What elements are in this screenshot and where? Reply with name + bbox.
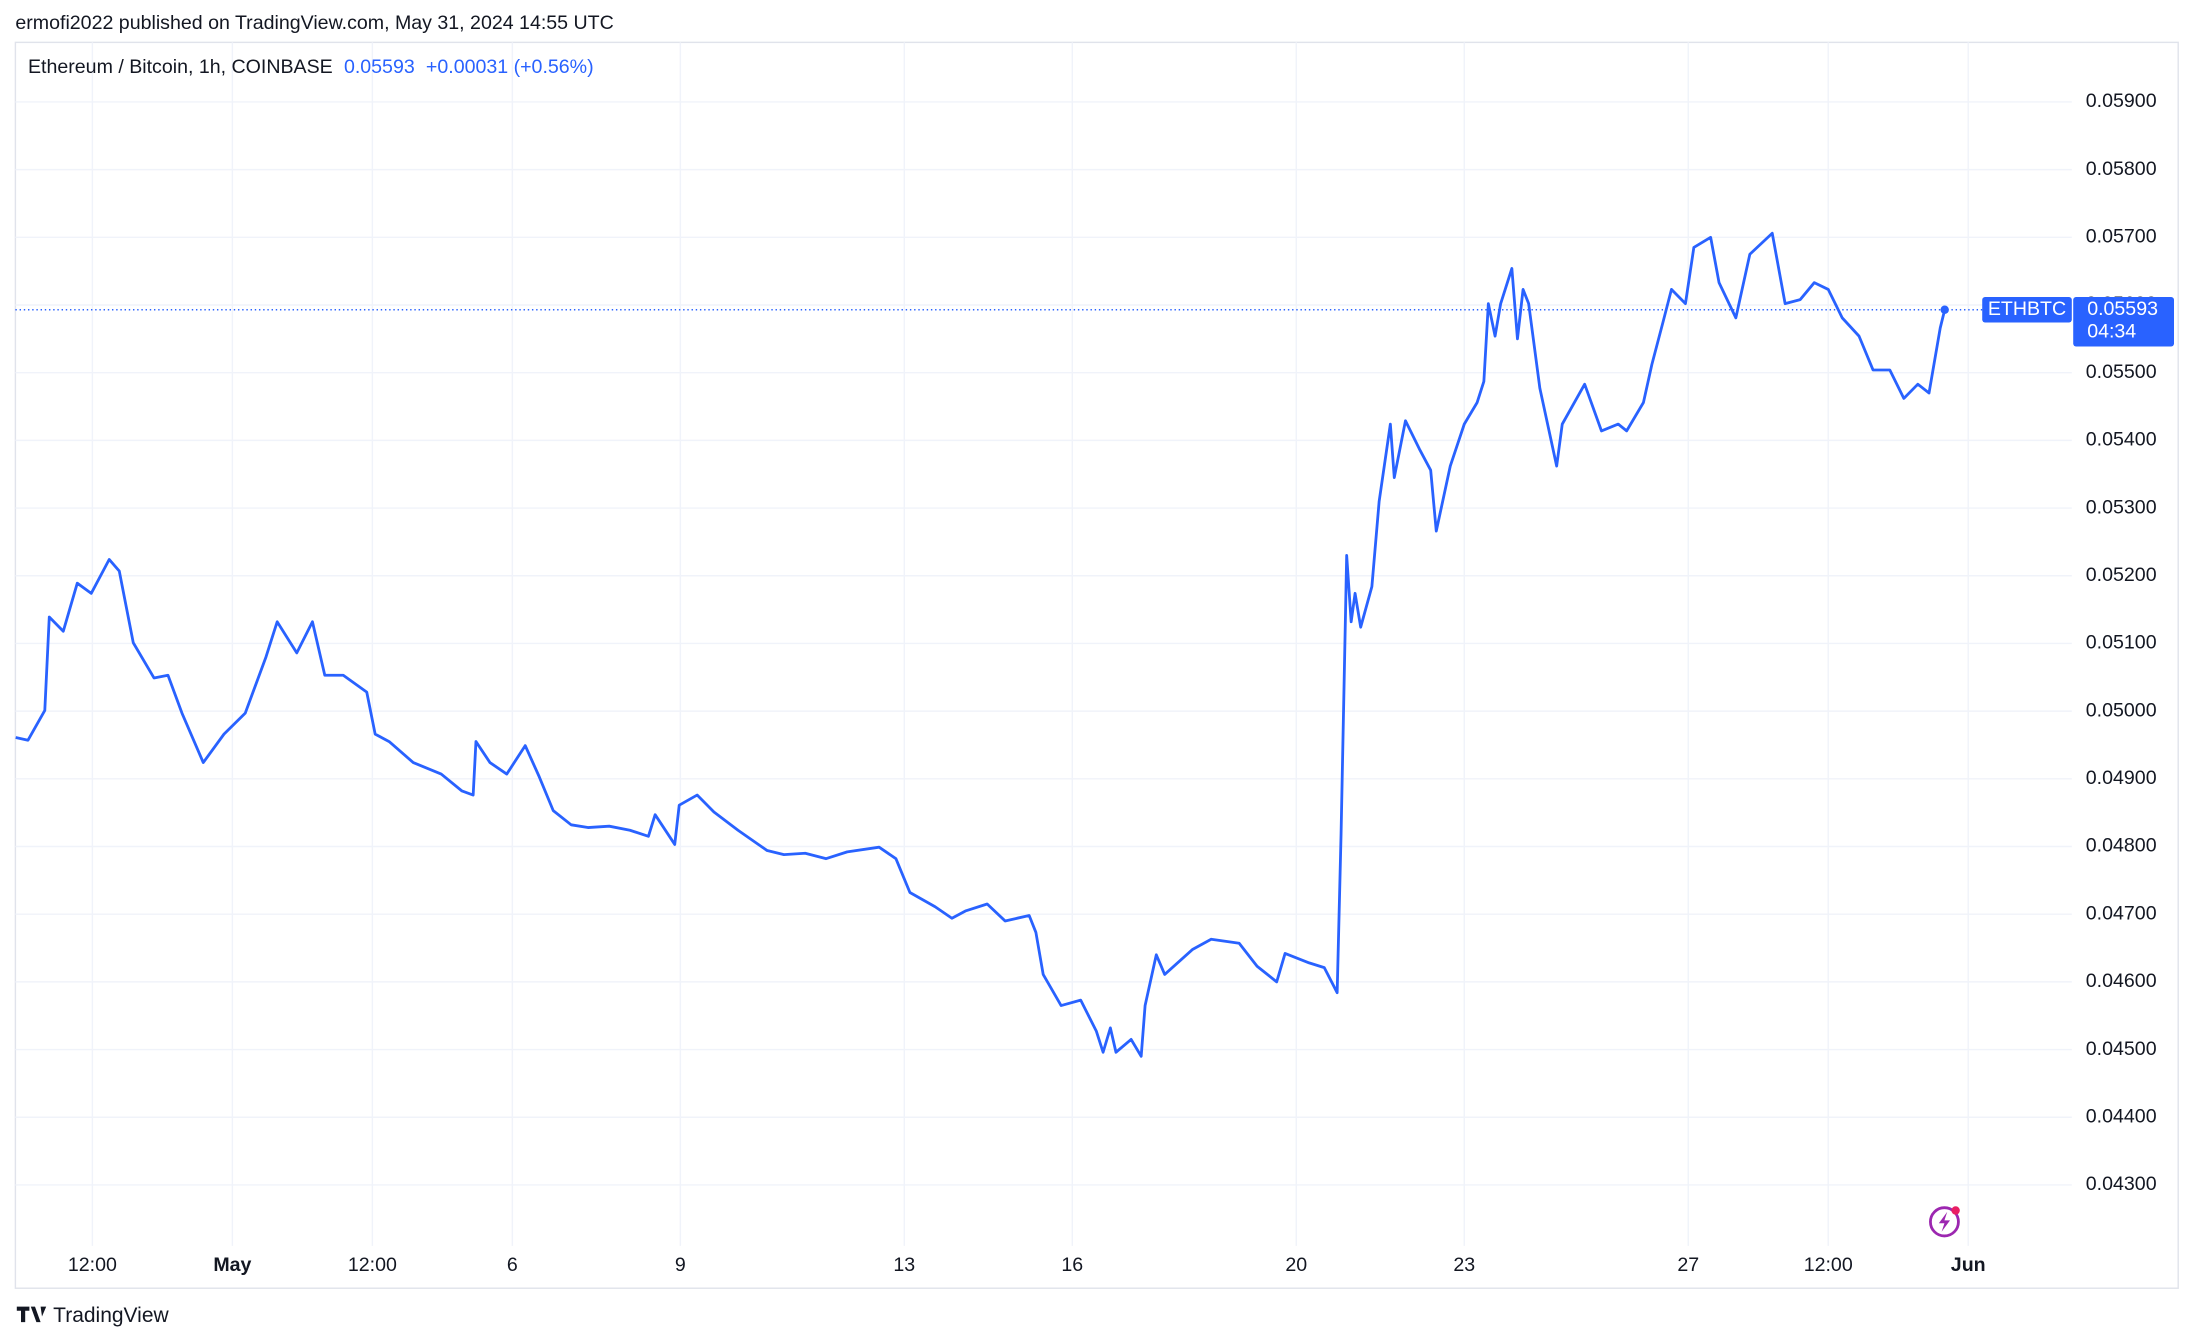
x-tick-label: 13 — [893, 1254, 915, 1276]
price-tag — [2073, 297, 2175, 347]
symbol-title: Ethereum / Bitcoin, 1h, COINBASE — [28, 56, 333, 78]
y-tick-label: 0.05300 — [2086, 496, 2157, 518]
y-tick-label: 0.04300 — [2086, 1173, 2157, 1195]
publish-info: ermofi2022 published on TradingView.com,… — [15, 12, 613, 34]
y-tick-label: 0.05200 — [2086, 564, 2157, 586]
snap-bolt[interactable] — [1938, 1211, 1951, 1232]
x-tick-label: 20 — [1285, 1254, 1307, 1276]
x-tick-label: 12:00 — [1804, 1254, 1853, 1276]
y-tick-label: 0.04400 — [2086, 1105, 2157, 1127]
symbol-tag — [1982, 297, 2072, 323]
header-price: 0.05593 — [344, 56, 415, 78]
y-tick-label: 0.05500 — [2086, 361, 2157, 383]
grid — [15, 42, 2072, 1246]
logo: TradingView — [16, 1304, 169, 1327]
brand: TradingView — [53, 1304, 169, 1327]
price-line — [15, 231, 1947, 1058]
x-tick-label: 9 — [675, 1254, 686, 1276]
x-tick-label: 23 — [1453, 1254, 1475, 1276]
header-change: +0.00031 (+0.56%) — [426, 56, 594, 78]
x-tick-label: 12:00 — [348, 1254, 397, 1276]
logo-icon — [16, 1306, 47, 1323]
x-tick-label: 16 — [1061, 1254, 1083, 1276]
x-tick-label: May — [213, 1254, 251, 1276]
x-tick-label: Jun — [1951, 1254, 1986, 1276]
symbol-tag-label: ETHBTC — [1988, 298, 2066, 320]
chart-frame — [14, 41, 2179, 1289]
y-tick-label: 0.04800 — [2086, 835, 2157, 857]
last-point — [1940, 305, 1949, 314]
plot — [15, 231, 2072, 1058]
x-tick-label: 6 — [507, 1254, 518, 1276]
x-tick-label: 27 — [1677, 1254, 1699, 1276]
snap-ring[interactable] — [1929, 1206, 1960, 1238]
y-tick-label: 0.05700 — [2086, 225, 2157, 247]
countdown-label: 04:34 — [2087, 320, 2136, 342]
snap-dot[interactable] — [1951, 1206, 1960, 1215]
y-tick-label: 0.05800 — [2086, 158, 2157, 180]
y-tick-label: 0.05000 — [2086, 699, 2157, 721]
y-tick-label: 0.04500 — [2086, 1038, 2157, 1060]
snap-icon[interactable] — [1929, 1206, 1960, 1238]
y-tick-label: 0.04700 — [2086, 902, 2157, 924]
axes: 0.04300 0.04400 0.04500 0.04600 0.04700 0.048… — [68, 90, 2175, 1276]
y-tick-label: 0.04900 — [2086, 767, 2157, 789]
price-tag-label: 0.05593 — [2087, 298, 2158, 320]
y-tick-label: 0.05900 — [2086, 90, 2157, 112]
y-tick-label: 0.05400 — [2086, 429, 2157, 451]
y-tick-label: 0.05100 — [2086, 632, 2157, 654]
x-tick-label: 12:00 — [68, 1254, 117, 1276]
y-tick-label: 0.04600 — [2086, 970, 2157, 992]
